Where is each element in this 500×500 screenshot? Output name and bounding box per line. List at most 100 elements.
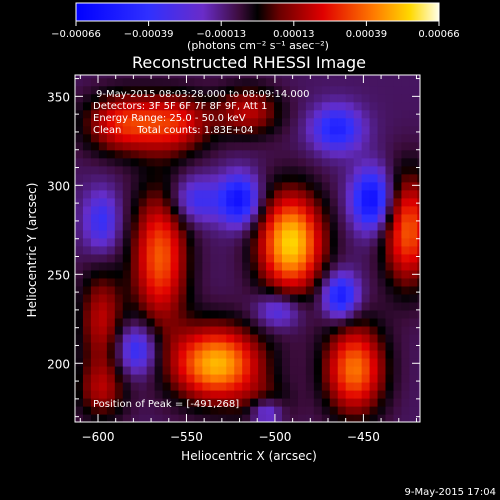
heatmap-cell [274,269,283,279]
heatmap-cell [186,237,196,247]
heatmap-cell [313,397,323,407]
heatmap-cell [162,75,172,79]
heatmap-cell [218,205,227,215]
heatmap-cell [337,317,347,327]
heatmap-cell [186,349,196,359]
heatmap-cell [305,173,315,183]
heatmap-cell [266,405,275,415]
heatmap-cell [345,221,355,231]
heatmap-cell [353,381,363,391]
heatmap-cell [369,405,379,415]
heatmap-cell [401,101,410,111]
heatmap-cell [305,357,315,367]
heatmap-cell [186,413,196,422]
heatmap-cell [130,149,140,159]
heatmap-cell [210,293,219,303]
heatmap-cell [297,125,307,135]
heatmap-cell [353,165,363,175]
heatmap-cell [210,141,219,151]
heatmap-cell [162,397,172,407]
heatmap-cell [337,285,347,295]
heatmap-cell [337,397,347,407]
heatmap-cell [138,357,148,367]
heatmap-cell [321,389,331,399]
heatmap-cell [289,285,299,295]
heatmap-cell [154,349,164,359]
heatmap-cell [210,85,219,95]
heatmap-cell [122,213,132,223]
heatmap-cell [393,117,403,127]
heatmap-cell [234,253,243,263]
heatmap-cell [202,309,211,319]
heatmap-cell [82,253,92,263]
heatmap-cell [114,213,124,223]
heatmap-cell [138,245,148,255]
heatmap-cell [401,397,410,407]
heatmap-cell [274,181,283,191]
heatmap-cell [234,405,243,415]
heatmap-cell [369,125,379,135]
heatmap-cell [345,197,355,207]
heatmap-cell [289,325,299,335]
heatmap-cell [170,261,180,271]
heatmap-cell [82,413,92,422]
heatmap-cell [282,93,291,103]
heatmap-cell [162,341,172,351]
heatmap-cell [122,253,132,263]
heatmap-cell [266,309,275,319]
heatmap-cell [106,237,116,247]
heatmap-cell [321,397,331,407]
heatmap-cell [218,397,227,407]
heatmap-cell [385,149,395,159]
heatmap-cell [154,397,164,407]
heatmap-cell [218,277,227,287]
heatmap-cell [194,277,203,287]
heatmap-cell [138,189,148,199]
heatmap-cell [305,277,315,287]
heatmap-cell [274,237,283,247]
heatmap-cell [282,245,291,255]
heatmap-cell [401,317,410,327]
heatmap-cell [90,293,100,303]
heatmap-cell [242,293,251,303]
heatmap-cell [226,333,235,343]
heatmap-cell [75,213,84,223]
heatmap-cell [210,309,219,319]
heatmap-cell [377,253,387,263]
heatmap-cell [186,165,196,175]
heatmap-cell [361,309,371,319]
heatmap-cell [401,117,410,127]
heatmap-cell [130,245,140,255]
heatmap-cell [82,389,92,399]
heatmap-cell [401,261,410,271]
heatmap-cell [234,213,243,223]
heatmap-cell [401,381,410,391]
heatmap-cell [210,229,219,239]
heatmap-cell [258,309,267,319]
heatmap-cell [329,365,339,375]
heatmap-cell [82,85,92,95]
heatmap-cell [266,189,275,199]
heatmap-cell [146,117,156,127]
heatmap-cell [321,133,331,143]
heatmap-cell [98,101,108,111]
heatmap-cell [234,149,243,159]
heatmap-cell [75,165,84,175]
heatmap-cell [409,301,418,311]
heatmap-cell [289,381,299,391]
heatmap-cell [417,75,420,79]
heatmap-cell [122,405,132,415]
heatmap-cell [178,149,188,159]
heatmap-cell [369,189,379,199]
heatmap-cell [242,197,251,207]
heatmap-cell [377,221,387,231]
heatmap-cell [289,109,299,119]
heatmap-cell [393,221,403,231]
heatmap-cell [210,77,219,87]
heatmap-cell [242,309,251,319]
heatmap-cell [234,181,243,191]
heatmap-cell [210,221,219,231]
heatmap-cell [377,117,387,127]
heatmap-cell [297,173,307,183]
heatmap-cell [409,85,418,95]
